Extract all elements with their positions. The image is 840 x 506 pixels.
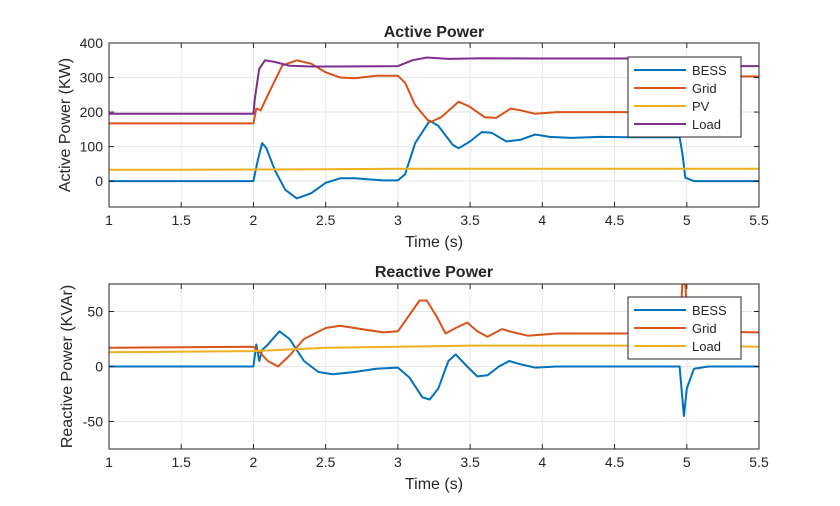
x-tick-label: 4.5 [605,454,625,470]
legend-label: PV [692,99,710,114]
x-tick-label: 3.5 [460,454,480,470]
chart-title: Active Power [384,24,484,41]
y-tick-label: 100 [80,139,104,155]
reactive-power-chart: Reactive Power Time (s) Reactive Power (… [59,264,769,493]
x-tick-label: 2.5 [316,212,336,228]
legend: BESS Grid Load [627,296,742,360]
y-tick-label: 0 [95,173,103,189]
y-tick-label: -50 [83,414,103,430]
y-axis-label: Reactive Power (KVAr) [59,285,76,448]
x-tick-label: 3 [394,212,402,228]
x-tick-label: 2.5 [316,454,336,470]
legend: BESS Grid PV Load [627,56,742,138]
chart-title: Reactive Power [375,264,493,281]
series-line-bess [109,119,759,200]
y-tick-label: 300 [80,70,104,86]
active-power-chart: Active Power Time (s) Active Power (KW) … [57,24,769,251]
x-axis-label: Time (s) [405,476,463,493]
series-line-pv [109,167,759,171]
x-tick-label: 2 [250,212,258,228]
y-tick-label: 200 [80,104,104,120]
legend-label: BESS [692,63,727,78]
y-tick-label: 400 [80,35,104,51]
x-tick-label: 3.5 [460,212,480,228]
legend-label: Load [692,339,721,354]
x-tick-label: 5 [683,212,691,228]
x-tick-label: 1 [105,454,113,470]
y-tick-label: 50 [87,304,103,320]
x-tick-label: 4 [538,454,546,470]
x-axis-label: Time (s) [405,234,463,251]
x-tick-label: 1.5 [171,454,191,470]
x-tick-label: 4.5 [605,212,625,228]
x-tick-label: 3 [394,454,402,470]
axes-box [108,42,760,208]
x-tick-label: 1.5 [171,212,191,228]
legend-label: Grid [692,81,717,96]
legend-label: Load [692,117,721,132]
series-group [109,56,759,200]
series-line-grid [109,59,759,125]
series-line-grid [109,284,759,368]
series-line-bess [109,330,759,417]
y-tick-label: 0 [95,359,103,375]
x-tick-label: 5 [683,454,691,470]
x-tick-label: 2 [250,454,258,470]
y-axis-label: Active Power (KW) [57,58,74,192]
legend-label: BESS [692,303,727,318]
x-tick-label: 5.5 [749,212,769,228]
x-tick-label: 5.5 [749,454,769,470]
series-line-load [109,56,759,115]
x-tick-label: 1 [105,212,113,228]
legend-label: Grid [692,321,717,336]
x-tick-label: 4 [538,212,546,228]
